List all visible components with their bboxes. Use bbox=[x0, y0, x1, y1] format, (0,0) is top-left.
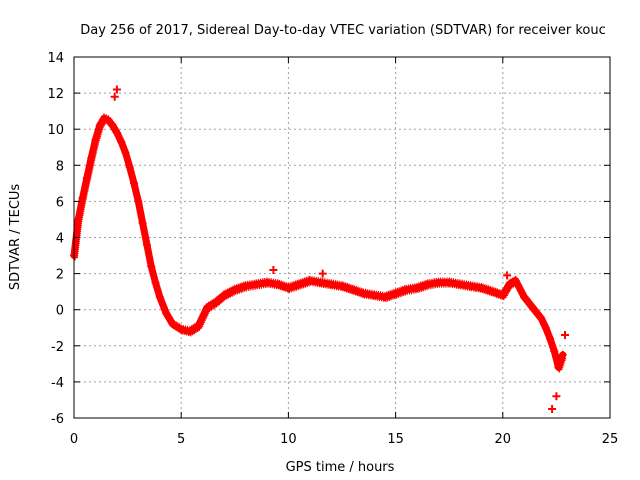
data-point bbox=[554, 363, 563, 372]
spike-point bbox=[269, 266, 278, 274]
data-point bbox=[95, 121, 104, 130]
data-point bbox=[402, 285, 411, 294]
data-point bbox=[87, 154, 96, 163]
data-point bbox=[78, 193, 87, 202]
data-point bbox=[380, 293, 389, 302]
grid bbox=[74, 57, 610, 418]
spike-point bbox=[503, 271, 512, 280]
spike-point bbox=[112, 85, 121, 94]
x-tick-label: 20 bbox=[495, 432, 512, 447]
data-point bbox=[546, 334, 554, 343]
data-point bbox=[391, 289, 400, 298]
y-tick-label: 6 bbox=[56, 195, 64, 210]
data-point bbox=[130, 179, 138, 188]
data-point bbox=[511, 276, 520, 285]
data-point bbox=[528, 303, 537, 312]
data-point bbox=[505, 280, 514, 289]
data-point bbox=[185, 327, 194, 336]
data-point bbox=[445, 278, 454, 287]
y-tick-label: -4 bbox=[51, 376, 64, 391]
data-point bbox=[316, 278, 325, 287]
data-point bbox=[142, 240, 151, 249]
data-point bbox=[91, 136, 100, 144]
data-point bbox=[252, 280, 261, 289]
data-point bbox=[100, 114, 108, 123]
y-tick-label: 0 bbox=[56, 304, 64, 319]
data-point bbox=[434, 278, 443, 287]
x-axis-label: GPS time / hours bbox=[286, 460, 395, 475]
data-point bbox=[558, 350, 567, 359]
data-point bbox=[104, 116, 113, 125]
data-point bbox=[550, 347, 559, 356]
data-point bbox=[108, 121, 117, 130]
data-point bbox=[423, 280, 432, 289]
spike-point bbox=[552, 392, 561, 401]
y-tick-label: 4 bbox=[56, 232, 64, 247]
x-tick-label: 15 bbox=[387, 432, 404, 447]
y-tick-label: 8 bbox=[56, 159, 64, 174]
data-point bbox=[177, 325, 186, 334]
data-point bbox=[168, 320, 177, 329]
data-point bbox=[359, 289, 368, 298]
data-point bbox=[202, 303, 211, 312]
data-point bbox=[241, 282, 250, 291]
data-point bbox=[413, 284, 421, 292]
y-tick-label: 10 bbox=[47, 123, 64, 138]
y-tick-label: -6 bbox=[51, 412, 64, 427]
y-axis-label: SDTVAR / TECUs bbox=[8, 184, 23, 291]
series-markers bbox=[71, 113, 567, 373]
data-point bbox=[125, 163, 134, 172]
data-point bbox=[82, 173, 91, 182]
data-point bbox=[498, 291, 507, 300]
data-point bbox=[466, 282, 475, 291]
data-point bbox=[273, 280, 282, 289]
data-point bbox=[117, 137, 126, 146]
spike-point bbox=[110, 92, 119, 101]
data-series bbox=[70, 85, 569, 413]
data-point bbox=[138, 219, 147, 228]
data-point bbox=[541, 323, 550, 332]
data-point bbox=[520, 293, 529, 302]
data-point bbox=[348, 285, 357, 294]
data-point bbox=[74, 215, 83, 224]
spike-point bbox=[548, 405, 557, 413]
x-tick-label: 10 bbox=[280, 432, 297, 447]
data-point bbox=[327, 280, 336, 289]
axis-ticks: 0 5 10 15 20 25 -6 -4 -2 0 2 4 6 8 10 12 14 bbox=[47, 51, 618, 447]
y-tick-label: 2 bbox=[56, 268, 64, 283]
data-point bbox=[134, 197, 143, 206]
data-point bbox=[370, 291, 379, 300]
data-point bbox=[162, 309, 171, 318]
data-point bbox=[121, 148, 130, 157]
spike-point bbox=[318, 269, 327, 278]
data-point bbox=[477, 284, 486, 292]
data-point bbox=[155, 293, 164, 302]
data-point bbox=[147, 262, 156, 271]
data-point bbox=[338, 282, 346, 291]
y-tick-label: 12 bbox=[47, 87, 64, 102]
data-point bbox=[263, 278, 271, 287]
y-tick-label: -2 bbox=[51, 340, 64, 355]
data-point bbox=[488, 287, 497, 296]
data-point bbox=[455, 280, 464, 289]
data-point bbox=[295, 280, 304, 289]
data-point bbox=[305, 276, 314, 285]
y-tick-label: 14 bbox=[47, 51, 64, 66]
spike-point bbox=[561, 331, 569, 339]
data-point bbox=[284, 284, 293, 292]
data-point bbox=[151, 278, 160, 287]
data-point bbox=[537, 314, 546, 323]
data-point bbox=[194, 321, 203, 330]
x-tick-label: 0 bbox=[70, 432, 78, 447]
x-tick-label: 5 bbox=[177, 432, 185, 447]
data-point bbox=[112, 128, 121, 137]
x-tick-label: 25 bbox=[602, 432, 619, 447]
chart-title: Day 256 of 2017, Sidereal Day-to-day VTE… bbox=[80, 23, 606, 38]
data-point bbox=[230, 285, 239, 294]
data-point bbox=[220, 291, 229, 300]
data-point bbox=[211, 298, 220, 307]
